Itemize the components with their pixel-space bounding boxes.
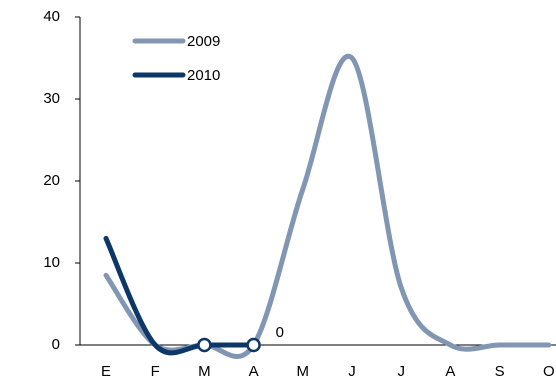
x-tick-label: J: [348, 363, 356, 380]
y-tick-label: 30: [43, 90, 60, 107]
x-tick-label: A: [249, 363, 259, 380]
data-label: 0: [276, 324, 284, 341]
x-tick-label: O: [543, 363, 555, 380]
x-tick-label: M: [297, 363, 310, 380]
x-tick-label: M: [198, 363, 211, 380]
legend-label: 2010: [187, 67, 220, 84]
x-tick-label: E: [101, 363, 111, 380]
point-marker: [246, 337, 261, 353]
y-tick-label: 40: [43, 8, 60, 25]
x-tick-label: F: [151, 363, 160, 380]
series-line: [103, 53, 552, 360]
series-line: [103, 235, 257, 356]
legend-label: 2009: [187, 33, 220, 50]
x-tick-label: S: [495, 363, 505, 380]
y-tick-label: 20: [43, 172, 60, 189]
y-tick-label: 10: [43, 254, 60, 271]
y-tick-label: 0: [52, 336, 60, 353]
x-tick-label: A: [445, 363, 455, 380]
point-marker: [197, 337, 212, 353]
x-tick-label: J: [397, 363, 405, 380]
